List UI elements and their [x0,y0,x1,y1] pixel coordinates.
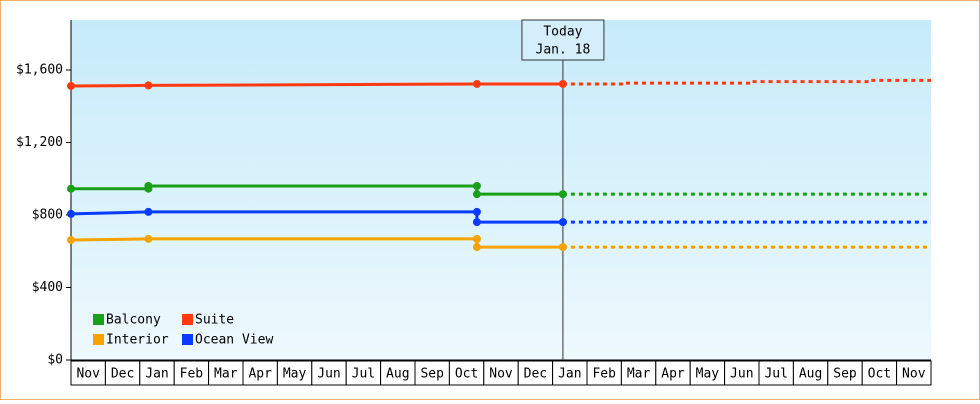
x-tick-label: Jan [145,367,168,382]
x-tick-label: Nov [489,367,513,382]
legend-swatch [182,334,193,345]
price-point [558,79,567,88]
month-cell [70,360,106,386]
x-tick-label: Oct [455,367,478,382]
month-cell [827,360,863,386]
month-cell [586,360,622,386]
price-point [558,190,567,199]
x-tick-label: Jan [558,367,581,382]
month-cell [173,360,210,386]
legend-label: Balcony [106,313,161,328]
price-line [70,82,563,88]
month-cell [380,360,416,386]
price-point [472,207,481,216]
price-line [71,184,563,196]
x-tick-label: Feb [180,367,204,382]
x-tick-label: Sep [833,367,857,382]
x-tick-label: Nov [902,367,926,382]
y-tick-label: $1,600 [16,63,63,78]
x-tick-label: Mar [214,367,238,382]
x-tick-label: Mar [627,367,651,382]
price-point [472,234,481,243]
price-point [144,207,153,216]
x-tick-label: Feb [592,367,616,382]
y-tick-label: $400 [32,280,63,295]
legend-label: Interior [106,333,169,348]
month-cell [208,360,244,386]
month-cell [483,360,519,386]
legend-label: Suite [195,313,234,328]
price-point [472,79,481,88]
x-tick-label: Sep [420,367,444,382]
price-point [67,184,75,193]
today-date: Jan. 18 [536,43,591,58]
y-tick-label: $800 [32,208,63,223]
price-point [472,218,481,227]
price-point [144,81,153,90]
price-point [472,182,481,191]
plot-area [71,20,931,360]
month-cell [792,360,829,386]
x-tick-label: Apr [661,367,685,382]
legend-swatch [182,314,193,325]
x-tick-label: Nov [76,367,100,382]
x-tick-label: Jun [730,367,753,382]
price-point [472,243,481,252]
x-tick-label: Dec [524,367,547,382]
today-label: Today [543,25,582,40]
x-tick-label: May [696,367,720,382]
price-point [472,190,481,199]
x-tick-label: Jun [317,367,340,382]
y-tick-label: $0 [47,353,63,368]
price-point [67,236,75,245]
month-cell [689,360,726,386]
price-point [558,243,567,252]
x-tick-label: Aug [799,367,822,382]
month-cell [104,360,141,386]
price-point [67,209,75,218]
x-tick-label: May [283,367,307,382]
x-tick-label: Aug [386,367,409,382]
month-cell [896,360,932,386]
x-tick-label: Apr [248,367,272,382]
month-cell [448,360,485,386]
price-point [67,81,75,90]
month-cell [655,360,691,386]
month-cell [139,360,175,386]
price-point [144,182,153,191]
legend-label: Ocean View [195,333,273,348]
month-cell [552,360,588,386]
x-tick-label: Jul [352,367,375,382]
x-tick-label: Dec [111,367,134,382]
x-tick-label: Jul [764,367,787,382]
month-cell [724,360,760,386]
legend-swatch [93,314,104,325]
price-point [558,218,567,227]
today-box [521,19,605,61]
forecast-line [562,78,931,86]
price-point [144,234,153,243]
month-cell [861,360,898,386]
y-tick-label: $1,200 [16,135,63,150]
month-cell [758,360,794,386]
month-cell [311,360,347,386]
legend-swatch [93,334,104,345]
x-tick-label: Oct [868,367,891,382]
